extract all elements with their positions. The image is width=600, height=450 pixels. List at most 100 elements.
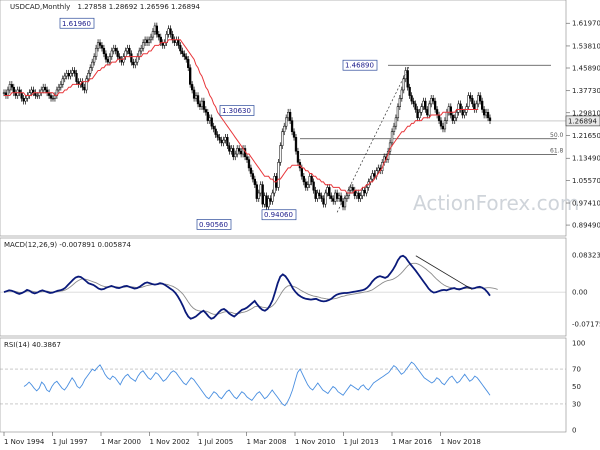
candle-body [312,181,315,191]
candle-body [210,117,213,127]
candle-body [447,106,450,113]
candle-body [424,100,427,110]
candle-body [249,167,253,174]
candle-body [396,106,400,119]
candle-body [169,28,172,35]
candle-body [24,98,27,102]
price-label: 1.61960 [62,20,91,28]
candle-body [330,195,333,199]
candle-body [157,34,160,38]
candle-body [302,176,305,183]
candle-body [279,145,282,163]
candle-body [96,42,100,49]
candle-body [194,95,198,99]
candle-body [255,184,258,199]
candle-body [145,39,149,43]
candle-body [224,137,227,141]
price-tick-label: 1.45890 [572,65,600,73]
x-tick-label: 1 Nov 2002 [150,438,190,446]
candle-body [488,117,492,121]
candle-body [67,73,70,77]
price-tick-label: 1.29810 [572,109,600,117]
candle-body [271,192,274,202]
candle-body [71,70,74,74]
candle-body [141,42,145,49]
candle-body [167,28,170,35]
candle-body [361,189,364,197]
candle-body [44,86,47,91]
macd-tick-label: 0.00 [572,289,588,297]
candle-body [296,150,300,163]
candle-body [390,131,394,144]
candle-body [259,184,262,194]
candle-body [183,53,186,57]
x-tick-label: 1 Jul 1997 [53,438,88,446]
rsi-panel [0,337,567,433]
candle-body [345,195,349,199]
candle-body [310,176,313,183]
rsi-tick-label: 0 [572,427,576,435]
candle-body [69,73,72,77]
candle-body [481,100,484,110]
candle-body [428,103,431,116]
candle-body [189,67,192,85]
candle-body [377,167,380,171]
candle-body [257,192,260,199]
candle-body [467,95,470,107]
chart-title: USDCAD,Monthly 1.27858 1.28692 1.26596 1… [10,3,201,11]
macd-tick-label: 0.083235 [572,252,600,260]
candle-body [281,131,284,146]
candle-body [159,36,162,43]
candle-body [445,112,449,121]
candle-body [106,59,110,63]
candle-body [155,25,159,35]
candle-body [98,42,102,46]
macd-tick-label: -0.071752 [572,320,600,328]
candle-body [206,112,209,121]
candle-body [198,103,202,107]
candle-body [153,25,157,32]
rsi-label: RSI(14) 40.3867 [4,341,61,349]
candle-body [8,84,12,91]
candle-body [422,100,425,107]
candle-body [430,98,433,105]
candle-body [192,89,196,99]
candle-body [36,95,39,97]
price-tick-label: 0.97410 [572,200,600,208]
candle-body [351,187,354,191]
macd-line [3,254,491,320]
candle-body [410,95,413,102]
candle-body [114,47,117,52]
price-label-box [219,105,255,116]
candle-body [290,120,294,132]
candle-body [116,50,119,57]
rsi-line [23,361,491,407]
candle-body [91,61,94,68]
candle-body [65,73,68,77]
candle-body [432,98,435,102]
candle-body [394,117,398,127]
candle-body [149,36,153,41]
symbol: USDCAD,Monthly [10,3,70,11]
price-tick-label: 1.13490 [572,155,600,163]
fib-label: 50.0 [550,132,564,139]
candle-body [126,47,129,52]
candle-body [343,198,347,208]
price-tick-label: 1.53810 [572,42,600,50]
candle-body [461,109,464,116]
candle-body [57,86,61,91]
candle-body [371,173,374,180]
candle-body [143,39,147,43]
candle-body [92,56,96,63]
price-label-box [59,17,95,29]
candle-body [294,137,298,152]
price-label-box [261,209,297,221]
candle-body [363,189,366,194]
candle-body [316,192,319,199]
candle-body [63,75,66,80]
candle-body [324,192,327,205]
candle-body [6,89,10,96]
candle-body [85,78,88,91]
candle-body [134,61,137,66]
fib-label: 61.8 [550,148,564,155]
